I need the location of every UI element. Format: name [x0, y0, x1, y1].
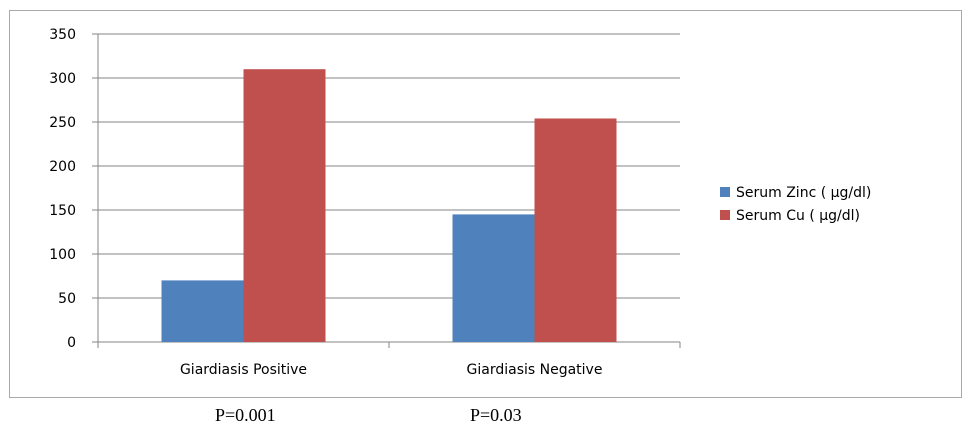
bar: [161, 280, 244, 342]
y-tick-label: 150: [49, 203, 76, 219]
p-value-negative: P=0.03: [470, 405, 522, 425]
bar: [243, 69, 326, 342]
bar: [534, 118, 617, 342]
legend-label: Serum Zinc ( µg/dl): [736, 185, 871, 201]
y-tick-label: 0: [67, 335, 76, 351]
y-tick-label: 250: [49, 115, 76, 131]
chart-frame: 0 50 100 150 200 250 300 350 Giardiasis Positive…: [9, 10, 962, 398]
legend-swatch: [720, 210, 730, 220]
y-tick-label: 50: [58, 291, 76, 307]
x-category-label: Giardiasis Positive: [180, 362, 307, 378]
bar: [452, 214, 535, 342]
x-category-label: Giardiasis Negative: [467, 362, 603, 378]
y-tick-label: 200: [49, 159, 76, 175]
bar-chart: 0 50 100 150 200 250 300 350 Giardiasis Positive…: [49, 27, 871, 378]
y-tick-label: 100: [49, 247, 76, 263]
legend-swatch: [720, 187, 730, 197]
y-tick-label: 350: [49, 27, 76, 43]
p-value-positive: P=0.001: [215, 405, 276, 425]
y-tick-label: 300: [49, 71, 76, 87]
legend-label: Serum Cu ( µg/dl): [736, 208, 860, 224]
